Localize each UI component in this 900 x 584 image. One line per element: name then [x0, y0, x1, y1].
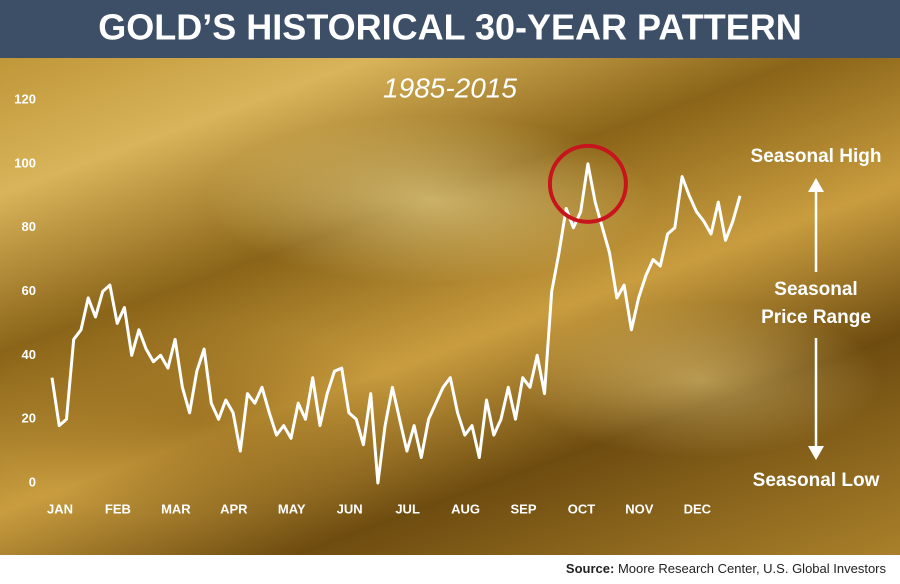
source-text: Moore Research Center, U.S. Global Inves… [618, 561, 887, 576]
y-tick-label: 80 [22, 219, 36, 234]
x-tick-label: OCT [568, 501, 596, 516]
y-tick-label: 100 [14, 155, 36, 170]
arrow-head [808, 178, 824, 192]
y-tick-label: 60 [22, 283, 36, 298]
annotation: Seasonal Low [753, 470, 880, 491]
x-tick-label: APR [220, 501, 248, 516]
source-label: Source: [566, 561, 614, 576]
y-tick-label: 0 [29, 474, 36, 489]
title-bar [0, 0, 900, 58]
x-tick-label: FEB [105, 501, 131, 516]
price-line [50, 162, 742, 485]
y-tick-label: 20 [22, 411, 36, 426]
peak-highlight [547, 143, 628, 224]
chart-title: GOLD’S HISTORICAL 30-YEAR PATTERN [98, 7, 801, 48]
x-tick-label: DEC [684, 501, 712, 516]
annotation: Seasonal [774, 279, 857, 300]
x-tick-label: JAN [47, 501, 73, 516]
x-tick-label: JUN [337, 501, 363, 516]
annotation: Price Range [761, 307, 871, 328]
y-tick-label: 40 [22, 347, 36, 362]
chart-subtitle: 1985-2015 [383, 72, 517, 103]
source: Source: Moore Research Center, U.S. Glob… [566, 561, 887, 576]
x-tick-label: AUG [451, 501, 480, 516]
x-tick-label: MAY [278, 501, 306, 516]
x-tick-label: SEP [510, 501, 536, 516]
gold-background [0, 0, 900, 555]
x-tick-label: MAR [161, 501, 191, 516]
x-tick-label: NOV [625, 501, 654, 516]
x-tick-label: JUL [395, 501, 420, 516]
annotation: Seasonal High [751, 146, 882, 167]
arrow-head [808, 446, 824, 460]
y-tick-label: 120 [14, 91, 36, 106]
